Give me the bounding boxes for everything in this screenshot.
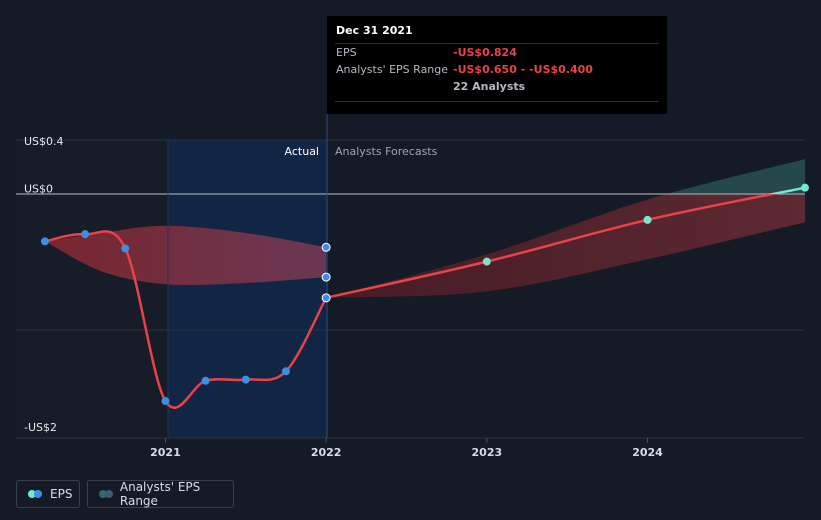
forecast-eps-range-area-positive [666, 159, 805, 194]
x-tick-label: 2021 [150, 446, 181, 459]
tooltip-date: Dec 31 2021 [336, 24, 413, 37]
eps-forecast-point[interactable] [801, 183, 809, 192]
tooltip-divider [335, 101, 659, 102]
y-tick-label: -US$2 [24, 421, 57, 434]
legend-eps-button[interactable]: EPS [16, 480, 80, 508]
eps-actual-point[interactable] [121, 244, 130, 253]
eps-range-endpoint[interactable] [321, 242, 331, 252]
marker-layer [40, 183, 809, 406]
eps-forecast-line-negative [325, 194, 780, 300]
forecast-label: Analysts Forecasts [335, 145, 438, 158]
y-tick-label: US$0 [24, 183, 53, 196]
eps-actual-point[interactable] [241, 375, 250, 384]
tooltip-analysts: 22 Analysts [453, 80, 526, 93]
legend-range-label: Analysts' EPS Range [119, 480, 201, 508]
tooltip-range-value: -US$0.650 - -US$0.400 [453, 63, 593, 76]
tooltip-eps-label: EPS [336, 46, 357, 59]
tooltip-eps-value: -US$0.824 [453, 46, 517, 59]
past-region [16, 140, 168, 438]
legend-eps-label: EPS [50, 487, 73, 501]
y-tick-label: US$0.4 [24, 135, 64, 148]
x-tick-labels: 2021 2022 2023 2024 [150, 438, 663, 459]
eps-actual-point[interactable] [81, 230, 90, 239]
eps-actual-point[interactable] [201, 376, 210, 385]
eps-legend-icon [28, 490, 43, 498]
actual-label: Actual [285, 145, 319, 158]
x-tick-label: 2022 [311, 446, 342, 459]
tooltip-row-eps: EPS -US$0.824 [335, 43, 659, 61]
legend-range-button[interactable]: Analysts' EPS Range [87, 480, 234, 508]
x-tick-label: 2024 [632, 446, 663, 459]
eps-range-endpoint[interactable] [321, 272, 331, 282]
actual-eps-range-area [44, 225, 327, 286]
eps-actual-point[interactable] [321, 293, 331, 303]
x-tick-label: 2023 [472, 446, 503, 459]
eps-forecast-point[interactable] [482, 257, 491, 266]
tooltip-row-range: Analysts' EPS Range -US$0.650 - -US$0.40… [335, 61, 659, 78]
eps-forecast-point[interactable] [643, 215, 652, 224]
range-legend-icon [99, 490, 113, 498]
tooltip: Dec 31 2021 EPS -US$0.824 Analysts' EPS … [327, 16, 667, 114]
y-tick-labels: US$0.4 US$0 -US$2 [24, 135, 64, 434]
eps-actual-point[interactable] [40, 237, 49, 246]
tooltip-row-analysts: 22 Analysts [335, 78, 659, 95]
tooltip-range-label: Analysts' EPS Range [336, 63, 449, 76]
eps-actual-point[interactable] [161, 397, 170, 406]
eps-actual-point[interactable] [281, 367, 290, 376]
